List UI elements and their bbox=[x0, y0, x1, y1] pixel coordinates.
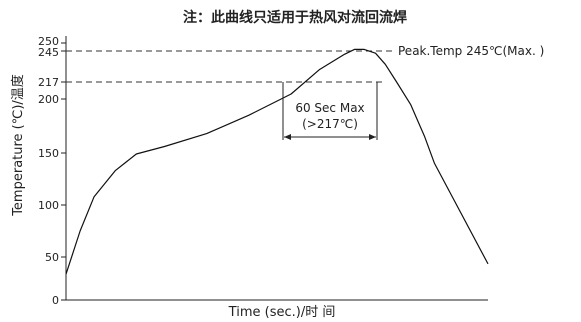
arrow-right-head bbox=[369, 134, 376, 140]
annotations: 60 Sec Max (>217℃) bbox=[282, 82, 378, 140]
y-tick-label: 150 bbox=[38, 147, 59, 160]
window-condition-label: (>217℃) bbox=[302, 117, 358, 131]
y-tick-label: 50 bbox=[45, 251, 59, 264]
temperature-profile-line bbox=[65, 48, 489, 275]
y-tick-label: 245 bbox=[38, 46, 59, 59]
y-axis bbox=[65, 36, 488, 301]
y-tick-label: 250 bbox=[38, 35, 59, 48]
y-tick-label: 100 bbox=[38, 199, 59, 212]
peak-temp-label: Peak.Temp 245℃(Max. ) bbox=[398, 44, 544, 58]
window-duration-label: 60 Sec Max bbox=[295, 101, 364, 115]
reference-lines: Peak.Temp 245℃(Max. ) bbox=[66, 44, 544, 83]
arrow-left-head bbox=[284, 134, 291, 140]
chart-title: 注：此曲线只适用于热风对流回流焊 bbox=[183, 9, 407, 26]
y-axis-label: Temperature (℃)/温度 bbox=[10, 74, 26, 217]
y-tick-label: 200 bbox=[38, 93, 59, 106]
y-tick-label: 0 bbox=[52, 294, 59, 307]
y-tick-label: 217 bbox=[38, 76, 59, 89]
series bbox=[65, 48, 489, 275]
x-axis-label: Time (sec.)/时 间 bbox=[228, 305, 336, 320]
